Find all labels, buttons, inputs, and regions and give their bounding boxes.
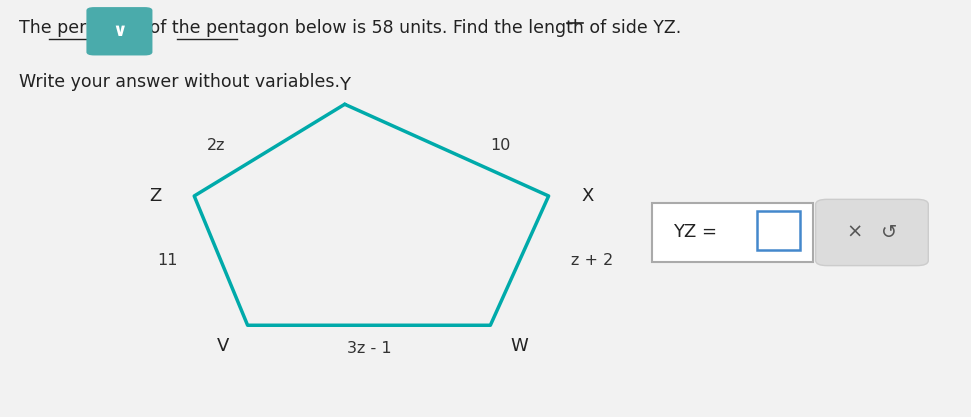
Text: z + 2: z + 2 — [571, 253, 614, 268]
Text: 3z - 1: 3z - 1 — [347, 341, 391, 356]
Text: YZ =: YZ = — [673, 224, 717, 241]
Text: ×: × — [847, 223, 863, 242]
FancyBboxPatch shape — [86, 7, 152, 55]
Text: Y: Y — [339, 76, 351, 95]
Text: 11: 11 — [157, 253, 178, 268]
Text: Z: Z — [150, 187, 161, 205]
FancyBboxPatch shape — [652, 203, 813, 262]
Text: ↺: ↺ — [881, 223, 897, 242]
Text: ∨: ∨ — [112, 22, 127, 40]
FancyBboxPatch shape — [757, 211, 800, 250]
FancyBboxPatch shape — [816, 199, 928, 266]
Text: 2z: 2z — [207, 138, 225, 153]
Text: 10: 10 — [490, 138, 510, 153]
Text: The perimeter of the pentagon below is 58 units. Find the length of side YZ.: The perimeter of the pentagon below is 5… — [19, 19, 682, 37]
Text: X: X — [582, 187, 593, 205]
Text: W: W — [511, 337, 528, 355]
Text: V: V — [218, 337, 229, 355]
Text: Write your answer without variables.: Write your answer without variables. — [19, 73, 341, 91]
